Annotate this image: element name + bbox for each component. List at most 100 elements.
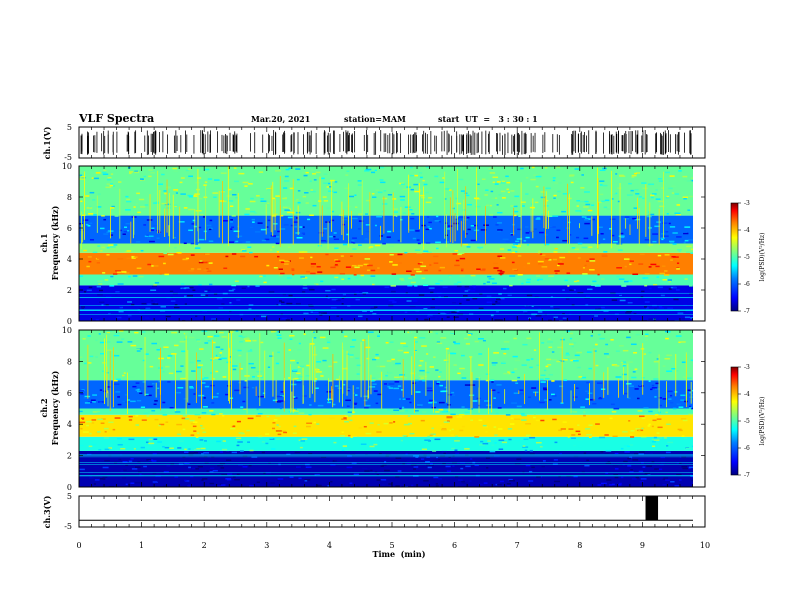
spectrogram-cell [99, 341, 105, 344]
spectrogram-cell [651, 461, 655, 463]
spectrogram-cell [97, 418, 103, 421]
spectrogram-cell [479, 293, 483, 295]
spectrogram-cell [353, 473, 359, 476]
spectrogram-cell [209, 410, 214, 412]
spectrogram-cell [120, 398, 125, 401]
spectrogram-cell [658, 168, 661, 171]
spectrogram-cell [576, 205, 579, 207]
spectrogram-cell [285, 319, 290, 321]
spectrogram-cell [397, 239, 400, 242]
spectrogram-cell [428, 287, 435, 289]
spectrogram-cell [455, 197, 459, 200]
spectrogram-cell [181, 283, 185, 285]
spectrogram-cell [677, 249, 683, 251]
spectrogram-cell [421, 448, 428, 451]
spectrogram-cell [673, 301, 677, 304]
spectrogram-cell [414, 190, 421, 193]
spectrogram-cell [651, 438, 658, 441]
spectrogram-cell [344, 335, 348, 338]
spectrogram-cell [91, 422, 95, 424]
spectrogram-cell [158, 357, 165, 360]
spectrogram-cell [400, 389, 404, 391]
spectrogram-cell [162, 414, 168, 416]
spectrogram-cell [529, 206, 535, 209]
spectrogram-ytick-label: 2 [67, 452, 72, 461]
spectrogram-cell [197, 432, 200, 434]
spectrogram-cell [305, 466, 312, 468]
spectrogram-cell [489, 450, 496, 453]
spectrogram-cell [500, 348, 507, 350]
spectrogram-cell [607, 461, 610, 463]
spectrogram-cell [440, 455, 446, 457]
spectrogram-cell [303, 312, 309, 315]
spectrogram-cell [302, 195, 307, 198]
spectrogram-cell [151, 342, 158, 345]
spectrogram-cell [500, 480, 505, 483]
spectrogram-cell [275, 430, 282, 432]
spectrogram-cell [242, 400, 246, 403]
spectrogram-cell [562, 239, 568, 242]
spectrogram-cell [414, 285, 418, 287]
spectrogram-cell [94, 310, 98, 313]
spectrogram-cell [151, 300, 154, 302]
spectrogram-cell [212, 192, 219, 194]
spectrogram-cell [464, 448, 470, 450]
spectrogram-cell [83, 249, 87, 252]
spectrogram-cell [184, 448, 187, 451]
spectrogram-cell [92, 394, 98, 396]
spectrogram-cell [320, 280, 324, 283]
spectrogram-cell [517, 278, 522, 281]
spectrogram-cell [498, 293, 502, 295]
spectrogram-cell [102, 317, 108, 319]
spectrogram-cell [117, 444, 123, 446]
spectrogram-cell [474, 464, 479, 467]
spectrogram-cell [134, 331, 139, 334]
spectrogram-cell [84, 395, 91, 398]
spectrogram-cell [317, 404, 324, 407]
spectrogram-cell [176, 252, 182, 254]
spectrogram-cell [245, 337, 249, 339]
spectrogram-cell [572, 411, 578, 413]
spectrogram-cell [427, 466, 432, 469]
spectrogram-cell [535, 218, 541, 220]
spectrogram-cell [293, 410, 299, 413]
spectrogram-cell [632, 459, 639, 461]
spectrogram-cell [193, 195, 198, 197]
spectrogram-cell [411, 484, 414, 487]
spectrogram-cell [347, 411, 352, 413]
spectrogram-cell [327, 484, 330, 487]
spectrogram-cell [404, 251, 408, 254]
spectrogram-cell [120, 470, 124, 472]
spectrogram-cell [162, 445, 165, 448]
spectrogram-cell [609, 417, 613, 420]
spectrogram-cell [210, 359, 214, 361]
spectrogram-cell [274, 332, 279, 334]
spectrogram-cell [440, 424, 443, 427]
spectrogram-cell [203, 377, 209, 379]
spectrogram-cell [328, 417, 335, 419]
spectrogram-cell [117, 437, 123, 440]
spectrogram-cell [250, 210, 256, 213]
spectrogram-cell [499, 319, 503, 321]
spectrogram-cell [606, 479, 612, 481]
spectrogram-cell [389, 254, 394, 256]
spectrogram-cell [655, 189, 658, 191]
time-tick-label: 6 [452, 541, 457, 550]
spectrogram-cell [691, 177, 693, 179]
spectrogram-cell [345, 266, 351, 268]
spectrogram-cell [249, 449, 254, 452]
spectrogram-cell [667, 307, 674, 310]
spectrogram-cell [558, 429, 563, 432]
spectrogram-cell [414, 341, 418, 343]
spectrogram-cell [295, 396, 301, 398]
spectrogram-cell [249, 485, 255, 487]
spectrogram-cell [124, 394, 128, 396]
spectrogram-cell [464, 218, 469, 221]
spectrogram-cell [497, 211, 503, 214]
spectrogram-cell [570, 410, 575, 413]
spectrogram-cell [132, 385, 137, 388]
spectrogram-cell [473, 167, 479, 169]
spectrogram-cell [683, 241, 686, 244]
spectrogram-cell [343, 417, 347, 419]
spectrogram-cell [346, 170, 350, 173]
